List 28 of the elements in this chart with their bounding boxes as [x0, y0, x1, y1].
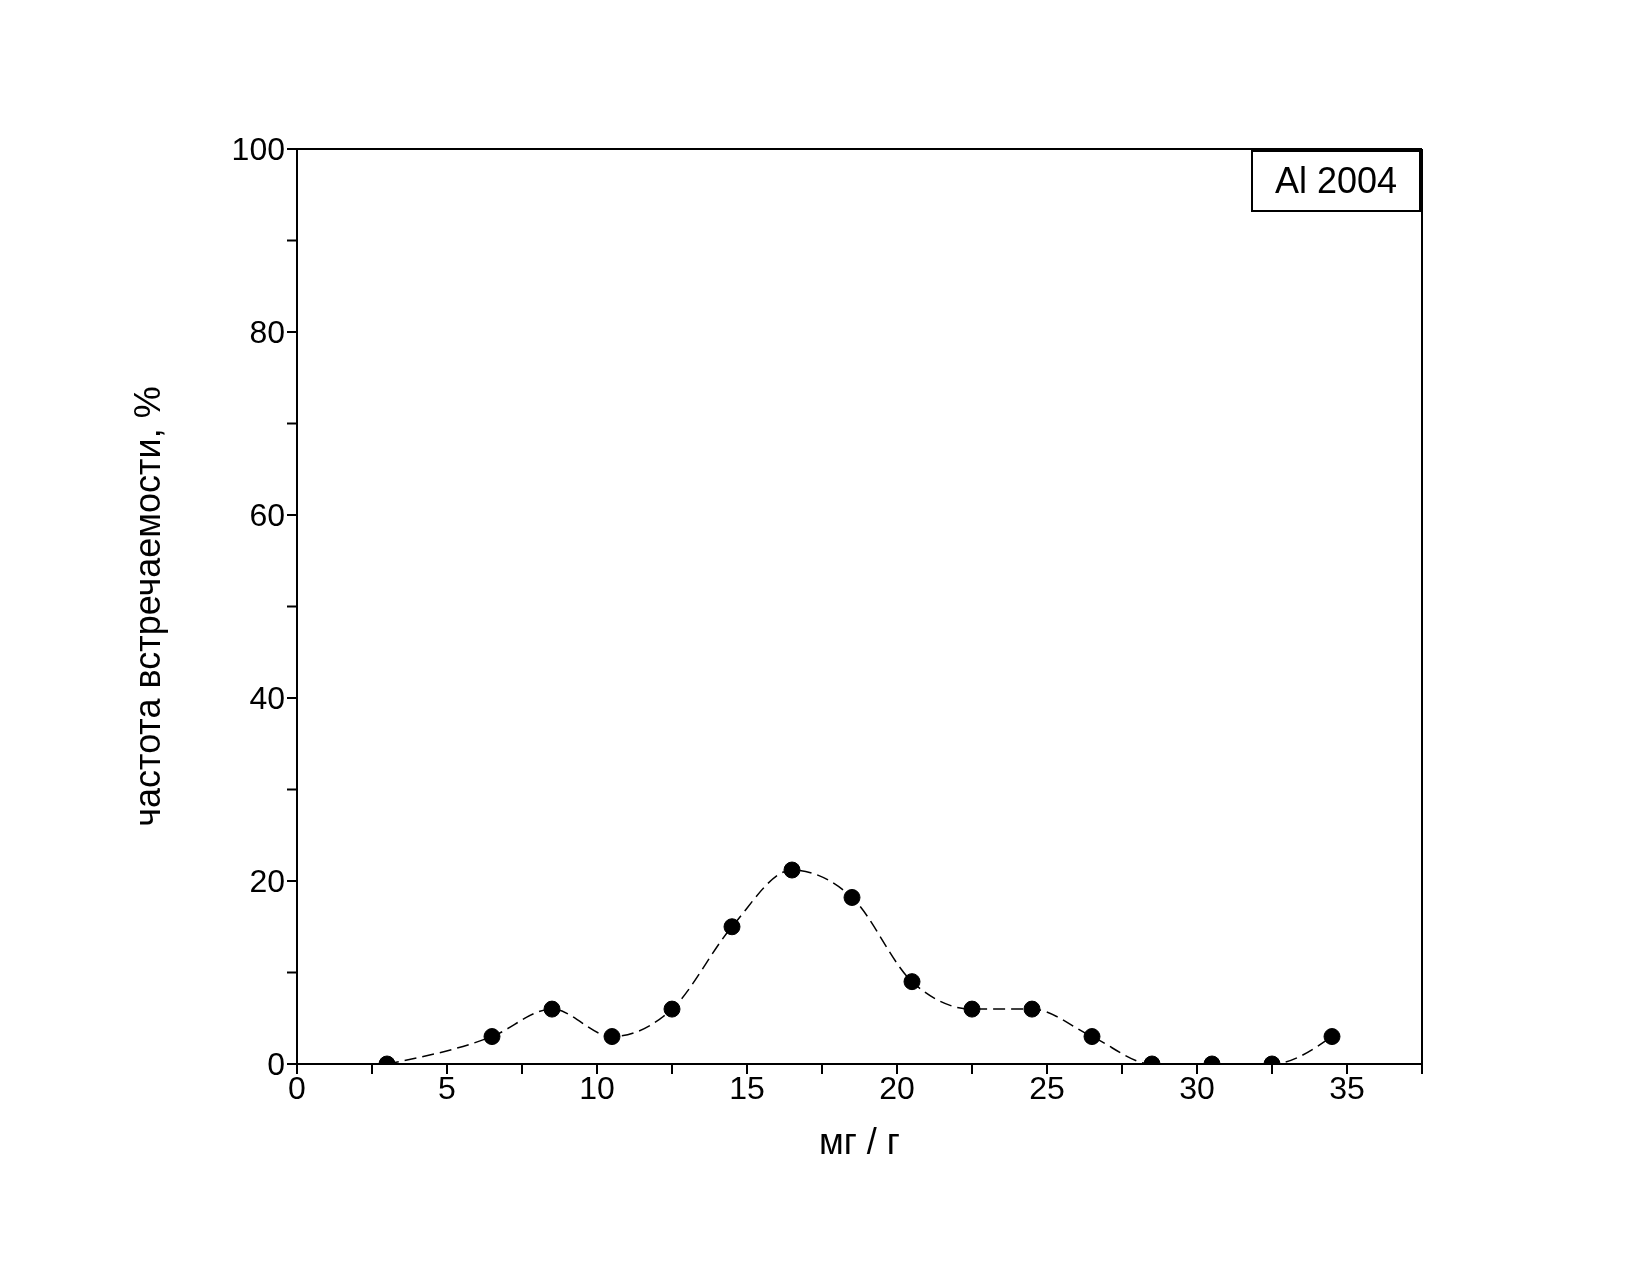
y-tick-label: 20	[249, 863, 285, 900]
point	[1083, 1028, 1101, 1046]
point	[543, 1000, 561, 1018]
y-axis-title: частота встречаемости, %	[126, 386, 168, 827]
point	[1323, 1028, 1341, 1046]
point	[963, 1000, 981, 1018]
x-tick-label: 25	[1029, 1069, 1065, 1106]
y-tick-label: 0	[267, 1046, 285, 1083]
x-axis-title: мг / г	[818, 1121, 901, 1162]
x-tick-label: 10	[579, 1069, 615, 1106]
x-tick-label: 20	[879, 1069, 915, 1106]
point	[663, 1000, 681, 1018]
x-tick-label: 15	[729, 1069, 765, 1106]
point	[1023, 1000, 1041, 1018]
annotation: Al 2004	[1250, 150, 1421, 212]
x-tick-label: 35	[1329, 1069, 1365, 1106]
point	[723, 918, 741, 936]
y-tick-label: 60	[249, 497, 285, 534]
point	[603, 1028, 621, 1046]
point	[903, 973, 921, 991]
x-tick-label: 30	[1179, 1069, 1215, 1106]
y-tick-label: 40	[249, 680, 285, 717]
y-tick-label: 100	[231, 131, 285, 168]
point	[483, 1028, 501, 1046]
x-tick-label: 5	[438, 1069, 456, 1106]
point	[783, 861, 801, 879]
y-tick-label: 80	[249, 314, 285, 351]
point	[843, 888, 861, 906]
